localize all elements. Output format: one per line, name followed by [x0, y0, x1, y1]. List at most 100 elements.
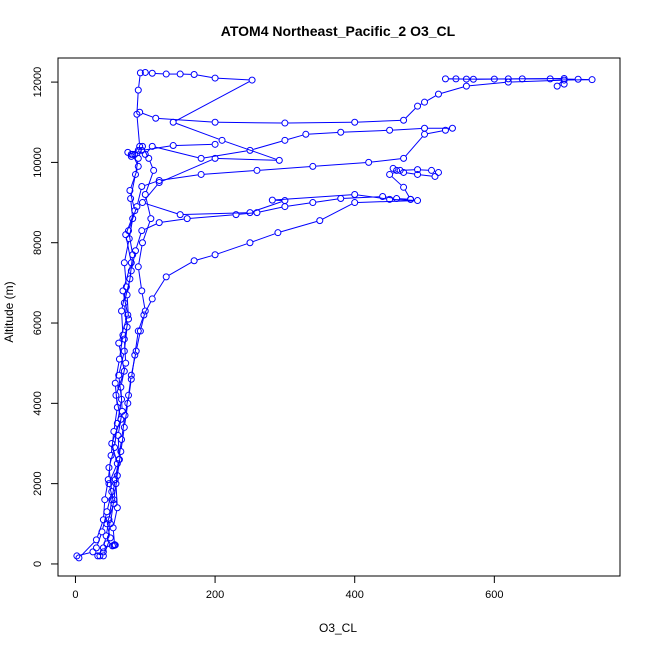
- series-segment: [405, 136, 423, 157]
- data-point: [119, 331, 127, 339]
- series-segment: [136, 117, 140, 144]
- data-point: [125, 235, 133, 243]
- data-point: [115, 456, 123, 464]
- data-point: [107, 452, 115, 460]
- series-segment: [149, 161, 153, 168]
- series-segment: [406, 172, 415, 175]
- series-segment: [121, 290, 127, 308]
- data-point: [246, 239, 254, 247]
- data-point: [316, 217, 324, 225]
- data-point: [148, 142, 156, 150]
- y-tick-label: 8000: [32, 230, 44, 254]
- series-segment: [124, 241, 130, 260]
- series-segment: [162, 159, 213, 182]
- data-point: [92, 536, 100, 544]
- data-point: [127, 152, 135, 160]
- plot-frame: [57, 57, 621, 577]
- data-point: [120, 335, 128, 343]
- series-segment: [118, 414, 123, 433]
- series-segment: [130, 169, 138, 188]
- series-segment: [129, 209, 137, 228]
- data-point: [136, 327, 144, 335]
- series-segment: [144, 181, 157, 186]
- data-point: [211, 118, 219, 126]
- data-point: [504, 75, 512, 83]
- series-segment: [140, 314, 145, 328]
- data-point: [123, 291, 131, 299]
- data-point: [136, 69, 144, 77]
- data-point: [155, 219, 163, 227]
- series-segment: [218, 157, 277, 161]
- series-segment: [120, 366, 126, 385]
- chart-title: ATOM4 Northeast_Pacific_2 O3_CL: [221, 23, 456, 39]
- x-tick-label: 600: [485, 589, 503, 601]
- series-segment: [204, 150, 247, 159]
- data-point: [148, 295, 156, 303]
- series-segment: [99, 550, 102, 554]
- series-segment: [344, 129, 387, 133]
- series-segment: [115, 362, 120, 381]
- data-point: [111, 379, 119, 387]
- series-segment: [130, 177, 136, 196]
- y-tick-label: 10000: [32, 147, 44, 178]
- data-point: [281, 203, 289, 211]
- series-segment: [126, 298, 129, 316]
- data-point: [127, 267, 135, 275]
- data-point: [138, 227, 146, 235]
- data-point: [138, 182, 146, 190]
- series-segment: [97, 522, 103, 537]
- series-segment: [288, 202, 310, 207]
- data-point: [121, 411, 129, 419]
- data-point: [560, 80, 568, 88]
- data-point: [111, 541, 119, 549]
- data-point: [190, 70, 198, 78]
- series-segment: [316, 162, 366, 167]
- x-tick-label: 0: [72, 589, 78, 601]
- series-segment: [115, 386, 118, 405]
- data-point: [504, 78, 512, 86]
- series-segment: [106, 522, 109, 533]
- data-point: [113, 504, 121, 512]
- series-segment: [115, 486, 118, 505]
- data-point: [421, 124, 429, 132]
- series-segment: [427, 95, 436, 101]
- series-segment: [288, 121, 352, 124]
- data-point: [108, 488, 116, 496]
- data-point: [176, 211, 184, 219]
- series-segment: [391, 176, 402, 186]
- data-point: [337, 128, 345, 136]
- y-tick-label: 0: [32, 561, 44, 567]
- data-point: [428, 166, 436, 174]
- series-layer: [73, 68, 596, 562]
- data-point: [400, 168, 408, 176]
- series-segment: [405, 108, 416, 119]
- data-point: [125, 227, 133, 235]
- series-segment: [385, 196, 394, 199]
- data-point: [162, 273, 170, 281]
- series-segment: [183, 212, 247, 216]
- series-segment: [420, 103, 422, 105]
- data-point: [396, 166, 404, 174]
- series-segment: [322, 203, 353, 220]
- series-segment: [260, 206, 282, 213]
- series-segment: [136, 233, 142, 248]
- series-segment: [136, 334, 141, 349]
- data-point: [407, 195, 415, 203]
- data-point: [400, 183, 408, 191]
- data-point: [141, 307, 149, 315]
- series-segment: [120, 430, 125, 449]
- data-point: [386, 170, 394, 178]
- series-segment: [115, 462, 119, 477]
- data-point: [441, 126, 449, 134]
- data-point: [379, 193, 387, 201]
- series-segment: [124, 342, 127, 360]
- series-segment: [110, 434, 114, 453]
- series-segment: [144, 223, 157, 230]
- series-segment: [144, 301, 152, 313]
- y-tick-label: 6000: [32, 311, 44, 335]
- series-segment: [119, 317, 128, 341]
- series-segment: [113, 410, 118, 429]
- series-segment: [344, 196, 380, 199]
- data-point: [114, 431, 122, 439]
